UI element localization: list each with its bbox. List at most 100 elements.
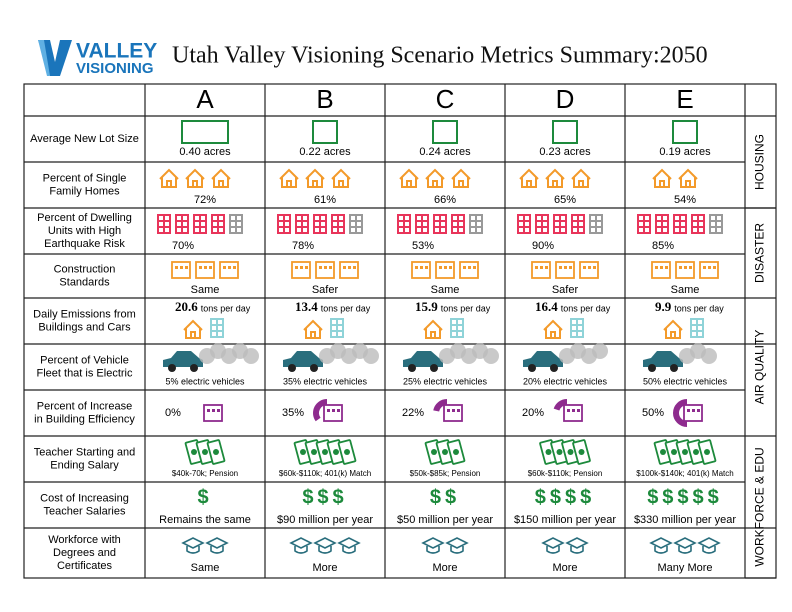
window xyxy=(711,216,715,220)
window xyxy=(175,266,178,269)
cell-text: 35% electric vehicles xyxy=(283,376,368,386)
lot-icon xyxy=(312,120,338,144)
house-icon xyxy=(331,168,351,188)
window xyxy=(597,216,601,220)
window xyxy=(572,332,576,336)
smoke-icon xyxy=(701,348,717,364)
window xyxy=(711,228,715,232)
window xyxy=(185,266,188,269)
cell: Same xyxy=(411,261,479,296)
window xyxy=(297,216,301,220)
building-icon xyxy=(411,261,431,279)
window xyxy=(425,266,428,269)
window xyxy=(577,409,580,412)
building-icon xyxy=(699,261,719,279)
building-icon xyxy=(555,261,575,279)
window xyxy=(357,222,361,226)
window xyxy=(195,228,199,232)
building-icon xyxy=(339,261,359,279)
window xyxy=(535,266,538,269)
window xyxy=(459,216,463,220)
window xyxy=(279,228,283,232)
window xyxy=(212,409,215,412)
cell: 22% xyxy=(402,399,463,422)
money-dot xyxy=(311,449,317,455)
window xyxy=(399,216,403,220)
car-icon xyxy=(163,351,203,367)
window xyxy=(561,222,565,226)
cell: 20% electric vehicles xyxy=(523,343,608,386)
window xyxy=(204,266,207,269)
money-dot xyxy=(300,449,306,455)
building-icon xyxy=(171,261,191,279)
house-icon xyxy=(571,168,591,188)
building-icon xyxy=(459,261,479,279)
cell-text: $90 million per year xyxy=(277,514,373,526)
money-dot xyxy=(213,449,219,455)
cell-text: tons per day xyxy=(201,303,251,313)
smoke-icon xyxy=(243,348,259,364)
window xyxy=(303,228,307,232)
lot-icon xyxy=(181,120,229,144)
window xyxy=(228,266,231,269)
window xyxy=(165,228,169,232)
building-icon xyxy=(651,261,671,279)
window xyxy=(525,228,529,232)
window xyxy=(237,222,241,226)
window xyxy=(471,216,475,220)
cell: $40k-70k; Pension xyxy=(172,439,238,478)
building-icon xyxy=(563,404,583,422)
cell-text: $40k-70k; Pension xyxy=(172,469,238,478)
cell-text: $$ xyxy=(430,486,460,508)
cell: Many More xyxy=(649,537,721,574)
row-label: Daily Emissions from xyxy=(33,308,136,320)
smoke-icon xyxy=(363,348,379,364)
window xyxy=(279,216,283,220)
window xyxy=(699,222,703,226)
window xyxy=(343,266,346,269)
window xyxy=(333,228,337,232)
column-header: A xyxy=(196,84,214,114)
building-icon xyxy=(675,261,695,279)
cell: 0.22 acres xyxy=(299,120,351,158)
window xyxy=(591,228,595,232)
window xyxy=(681,228,685,232)
cell: $$$$$ $330 million per year xyxy=(634,486,736,526)
window xyxy=(351,216,355,220)
window xyxy=(237,216,241,220)
cell: $$$ $90 million per year xyxy=(277,486,373,526)
window xyxy=(329,266,332,269)
window xyxy=(338,332,342,336)
house-icon xyxy=(678,168,698,188)
cell: 9.9 tons per day xyxy=(655,299,724,339)
cell: 35% xyxy=(282,399,343,422)
window xyxy=(687,409,690,412)
cell-text: 20% electric vehicles xyxy=(523,376,608,386)
window xyxy=(579,228,583,232)
cap-icon xyxy=(313,537,337,554)
window xyxy=(201,228,205,232)
window xyxy=(657,228,661,232)
window xyxy=(333,222,337,226)
window xyxy=(519,228,523,232)
cell-text: 90% xyxy=(532,240,554,252)
window xyxy=(681,216,685,220)
window xyxy=(327,409,330,412)
cap-icon xyxy=(337,537,361,554)
window xyxy=(303,222,307,226)
house-icon xyxy=(305,168,325,188)
cell: 54% xyxy=(652,168,698,206)
wheel xyxy=(288,364,296,372)
cell-text: 61% xyxy=(314,194,336,206)
window xyxy=(453,228,457,232)
building-icon xyxy=(219,261,239,279)
window xyxy=(559,266,562,269)
row-label: Workforce with xyxy=(48,534,121,546)
window xyxy=(579,216,583,220)
efficiency-arc xyxy=(553,399,568,411)
house-icon xyxy=(663,319,683,339)
money-dot xyxy=(682,449,688,455)
window xyxy=(279,222,283,226)
cell-text: tons per day xyxy=(674,303,724,313)
row-label: Standards xyxy=(59,276,110,288)
